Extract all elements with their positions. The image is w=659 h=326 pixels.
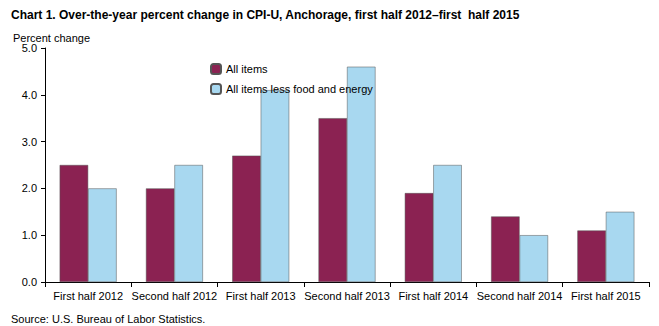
svg-text:All items less food and energy: All items less food and energy: [226, 83, 373, 95]
svg-text:Source: U.S. Bureau of Labor S: Source: U.S. Bureau of Labor Statistics.: [11, 313, 205, 325]
svg-text:3.0: 3.0: [22, 136, 37, 148]
svg-text:Percent change: Percent change: [13, 32, 90, 44]
svg-text:2.0: 2.0: [22, 182, 37, 194]
svg-text:First half 2012: First half 2012: [53, 290, 123, 302]
svg-text:Second half 2012: Second half 2012: [132, 290, 218, 302]
svg-text:First half 2013: First half 2013: [226, 290, 296, 302]
svg-text:4.0: 4.0: [22, 89, 37, 101]
svg-text:First half 2015: First half 2015: [571, 290, 641, 302]
svg-text:Chart 1. Over-the-year percent: Chart 1. Over-the-year percent change in…: [11, 8, 520, 22]
svg-text:1.0: 1.0: [22, 229, 37, 241]
svg-text:All items: All items: [226, 63, 268, 75]
svg-text:First half 2014: First half 2014: [398, 290, 468, 302]
svg-text:0.0: 0.0: [22, 276, 37, 288]
svg-text:Second half 2013: Second half 2013: [304, 290, 390, 302]
svg-text:5.0: 5.0: [22, 42, 37, 54]
svg-text:Second half 2014: Second half 2014: [477, 290, 563, 302]
